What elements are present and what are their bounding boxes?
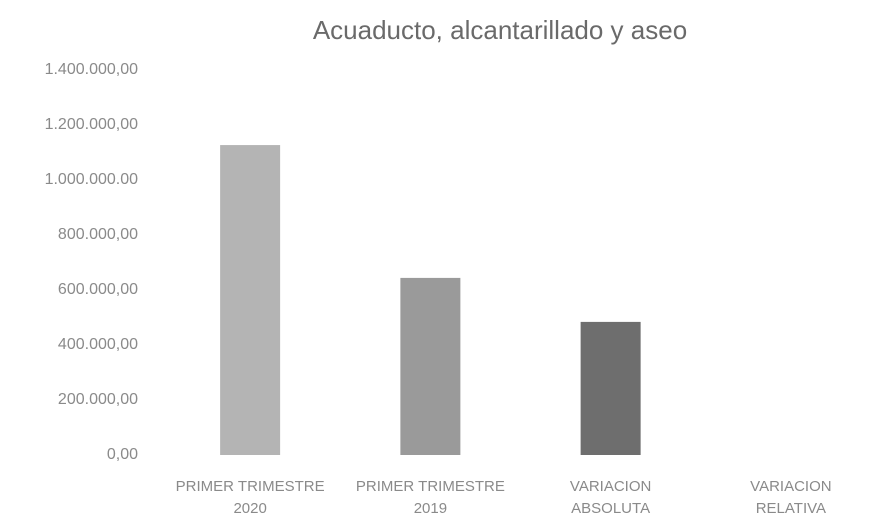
x-tick-label: PRIMER TRIMESTRE 2020 <box>175 478 325 517</box>
chart-title: Acuaducto, alcantarillado y aseo <box>313 15 687 45</box>
y-tick-label: 1.000.000.00 <box>45 171 139 188</box>
x-tick-label: VARIACION RELATIVA <box>750 478 832 517</box>
y-tick-label: 1.400.000,00 <box>45 61 139 78</box>
bar <box>220 145 281 455</box>
x-tick-label: PRIMER TRIMESTRE 2019 <box>355 478 505 517</box>
bar <box>580 321 641 455</box>
y-tick-label: 800.000,00 <box>58 226 138 243</box>
y-tick-label: 1.200.000,00 <box>45 116 139 133</box>
x-tick-label: VARIACION ABSOLUTA <box>569 478 652 517</box>
y-tick-label: 0,00 <box>107 446 138 463</box>
bar <box>400 277 461 455</box>
y-tick-label: 400.000,00 <box>58 336 138 353</box>
y-tick-label: 200.000,00 <box>58 391 138 408</box>
y-tick-label: 600.000,00 <box>58 281 138 298</box>
